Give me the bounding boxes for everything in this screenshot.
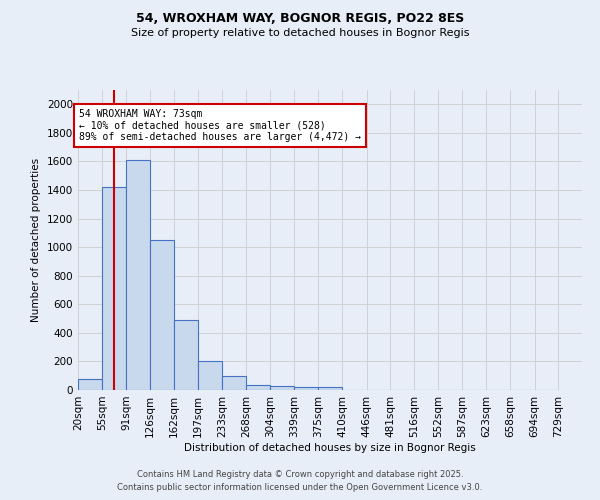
Bar: [78, 378, 102, 390]
Text: Contains HM Land Registry data © Crown copyright and database right 2025.: Contains HM Land Registry data © Crown c…: [137, 470, 463, 479]
Bar: [174, 320, 198, 390]
X-axis label: Distribution of detached houses by size in Bognor Regis: Distribution of detached houses by size …: [184, 442, 476, 452]
Bar: [271, 386, 294, 390]
Bar: [222, 376, 246, 390]
Bar: [126, 160, 150, 390]
Text: Contains public sector information licensed under the Open Government Licence v3: Contains public sector information licen…: [118, 483, 482, 492]
Text: 54, WROXHAM WAY, BOGNOR REGIS, PO22 8ES: 54, WROXHAM WAY, BOGNOR REGIS, PO22 8ES: [136, 12, 464, 26]
Bar: [198, 360, 222, 390]
Bar: [294, 388, 319, 390]
Bar: [319, 388, 342, 390]
Text: Size of property relative to detached houses in Bognor Regis: Size of property relative to detached ho…: [131, 28, 469, 38]
Bar: [150, 240, 174, 390]
Y-axis label: Number of detached properties: Number of detached properties: [31, 158, 41, 322]
Bar: [246, 384, 271, 390]
Text: 54 WROXHAM WAY: 73sqm
← 10% of detached houses are smaller (528)
89% of semi-det: 54 WROXHAM WAY: 73sqm ← 10% of detached …: [79, 108, 361, 142]
Bar: [102, 187, 126, 390]
